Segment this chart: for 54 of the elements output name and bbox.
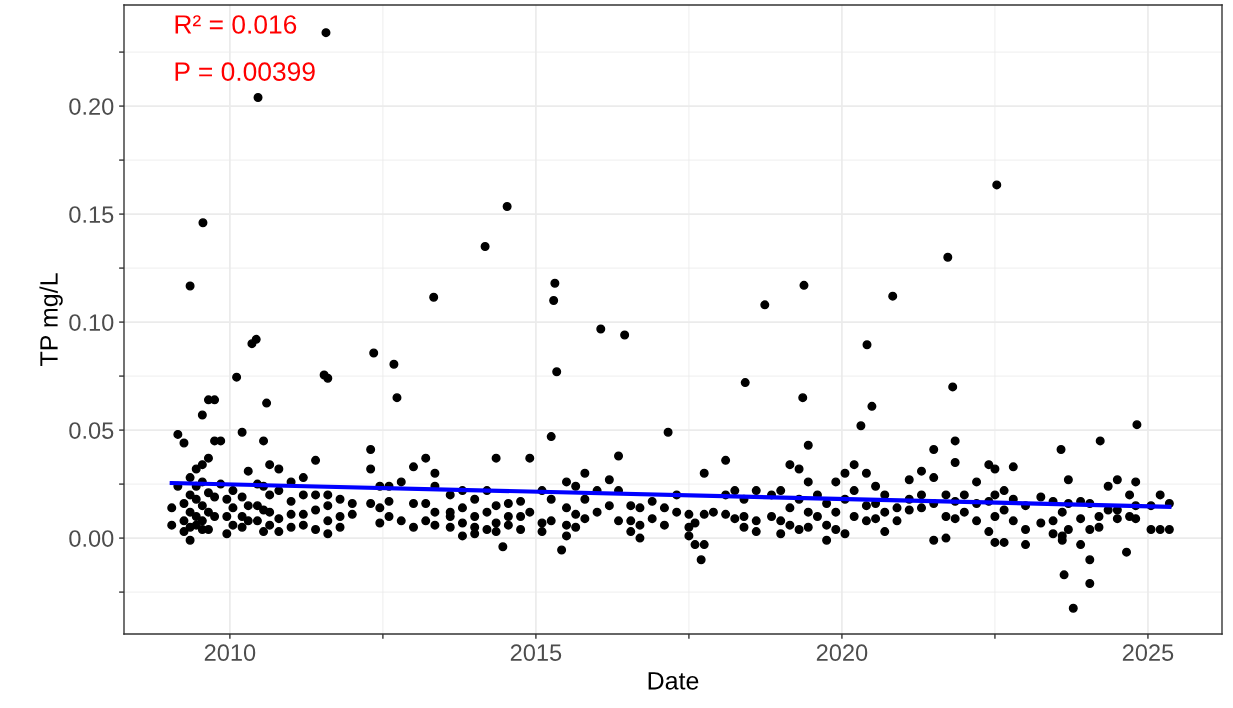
point — [798, 393, 808, 403]
point — [392, 393, 402, 403]
point — [502, 202, 512, 212]
x-tick-label: 2025 — [1122, 644, 1174, 662]
point — [262, 398, 272, 408]
x-tick-label: 2015 — [510, 644, 562, 662]
point — [389, 359, 399, 369]
annotation: P = 0.00399 — [175, 62, 315, 81]
x-tick-label: 2020 — [816, 644, 868, 662]
y-tick-label: 0.10 — [69, 314, 114, 331]
point — [696, 555, 706, 565]
annotation: R² = 0.016 — [175, 15, 297, 34]
point — [596, 324, 606, 334]
x-tick-label: 2010 — [204, 644, 256, 662]
point — [888, 291, 898, 301]
y-tick-label: 0.05 — [69, 422, 114, 439]
point — [1132, 420, 1142, 430]
point — [321, 28, 331, 38]
point — [1095, 436, 1105, 446]
point — [1056, 445, 1066, 455]
point — [185, 281, 195, 291]
point — [550, 278, 560, 288]
point — [1068, 603, 1078, 613]
point — [620, 330, 630, 340]
point — [856, 421, 866, 431]
point — [1085, 578, 1095, 588]
point — [552, 367, 562, 377]
point — [247, 339, 257, 349]
point — [198, 218, 208, 228]
point — [948, 382, 958, 392]
point — [1122, 547, 1132, 557]
point — [943, 252, 953, 262]
point — [549, 295, 559, 305]
point — [760, 300, 770, 310]
point — [663, 427, 673, 437]
point — [992, 180, 1002, 190]
x-axis-title: Date — [648, 672, 699, 690]
y-tick-label: 0.20 — [69, 98, 114, 115]
point — [740, 378, 750, 388]
y-tick-label: 0.00 — [69, 530, 114, 547]
y-axis-title: TP mg/L — [39, 273, 63, 366]
point — [799, 280, 809, 290]
point — [1059, 570, 1069, 580]
point — [232, 372, 242, 382]
point — [498, 542, 508, 552]
point — [557, 545, 567, 555]
point — [480, 241, 490, 251]
y-tick-label: 0.15 — [69, 206, 114, 223]
point — [862, 340, 872, 350]
point — [253, 92, 263, 102]
point — [429, 292, 439, 302]
point — [867, 401, 877, 411]
point — [369, 348, 379, 358]
point — [323, 373, 333, 383]
